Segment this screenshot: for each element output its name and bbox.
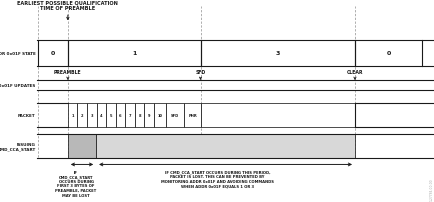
Text: 0: 0 <box>386 51 390 56</box>
Text: EARLIEST POSSIBLE QUALIFICATION
TIME OF PREAMBLE: EARLIEST POSSIBLE QUALIFICATION TIME OF … <box>17 0 118 11</box>
Bar <box>135 103 144 127</box>
Text: 4: 4 <box>100 113 102 117</box>
Bar <box>166 103 184 127</box>
Text: 1-27784-00-00: 1-27784-00-00 <box>429 178 433 200</box>
Text: 0: 0 <box>51 51 55 56</box>
Text: ISSUING
CMD_CCA_START: ISSUING CMD_CCA_START <box>0 142 36 151</box>
Bar <box>144 103 154 127</box>
Text: 6: 6 <box>119 113 122 117</box>
Text: PREAMBLE: PREAMBLE <box>54 70 82 75</box>
Bar <box>115 103 125 127</box>
Text: ADDR 0x01F STATE: ADDR 0x01F STATE <box>0 52 36 56</box>
Text: 3: 3 <box>275 51 279 56</box>
Bar <box>154 103 166 127</box>
Text: CLEAR: CLEAR <box>346 70 362 75</box>
Text: 7: 7 <box>128 113 131 117</box>
Bar <box>87 103 96 127</box>
Text: IF
CMD_CCA_START
OCCURS DURING
FIRST 3 BYTES OF
PREAMBLE, PACKET
MAY BE LOST: IF CMD_CCA_START OCCURS DURING FIRST 3 B… <box>56 170 96 197</box>
Bar <box>125 103 135 127</box>
Bar <box>106 103 115 127</box>
Text: 2: 2 <box>81 113 83 117</box>
Bar <box>77 103 87 127</box>
Text: SFD: SFD <box>171 113 179 117</box>
Text: 9: 9 <box>148 113 150 117</box>
Bar <box>96 103 106 127</box>
Text: 8: 8 <box>138 113 141 117</box>
Text: 10: 10 <box>157 113 162 117</box>
Text: ADDR 0x01F UPDATES: ADDR 0x01F UPDATES <box>0 84 36 88</box>
Text: IF CMD_CCA_START OCCURS DURING THIS PERIOD,
PACKET IS LOST. THIS CAN BE PREVENTE: IF CMD_CCA_START OCCURS DURING THIS PERI… <box>161 170 273 187</box>
Bar <box>96 134 354 159</box>
Bar <box>200 103 354 127</box>
Bar <box>68 103 77 127</box>
Text: 5: 5 <box>109 113 112 117</box>
Text: PACKET: PACKET <box>18 113 36 117</box>
Text: 1: 1 <box>71 113 74 117</box>
Text: SFD: SFD <box>195 70 205 75</box>
Bar <box>68 134 96 159</box>
Bar <box>184 103 200 127</box>
Text: 3: 3 <box>90 113 93 117</box>
Text: PHR: PHR <box>188 113 196 117</box>
Text: 1: 1 <box>132 51 136 56</box>
